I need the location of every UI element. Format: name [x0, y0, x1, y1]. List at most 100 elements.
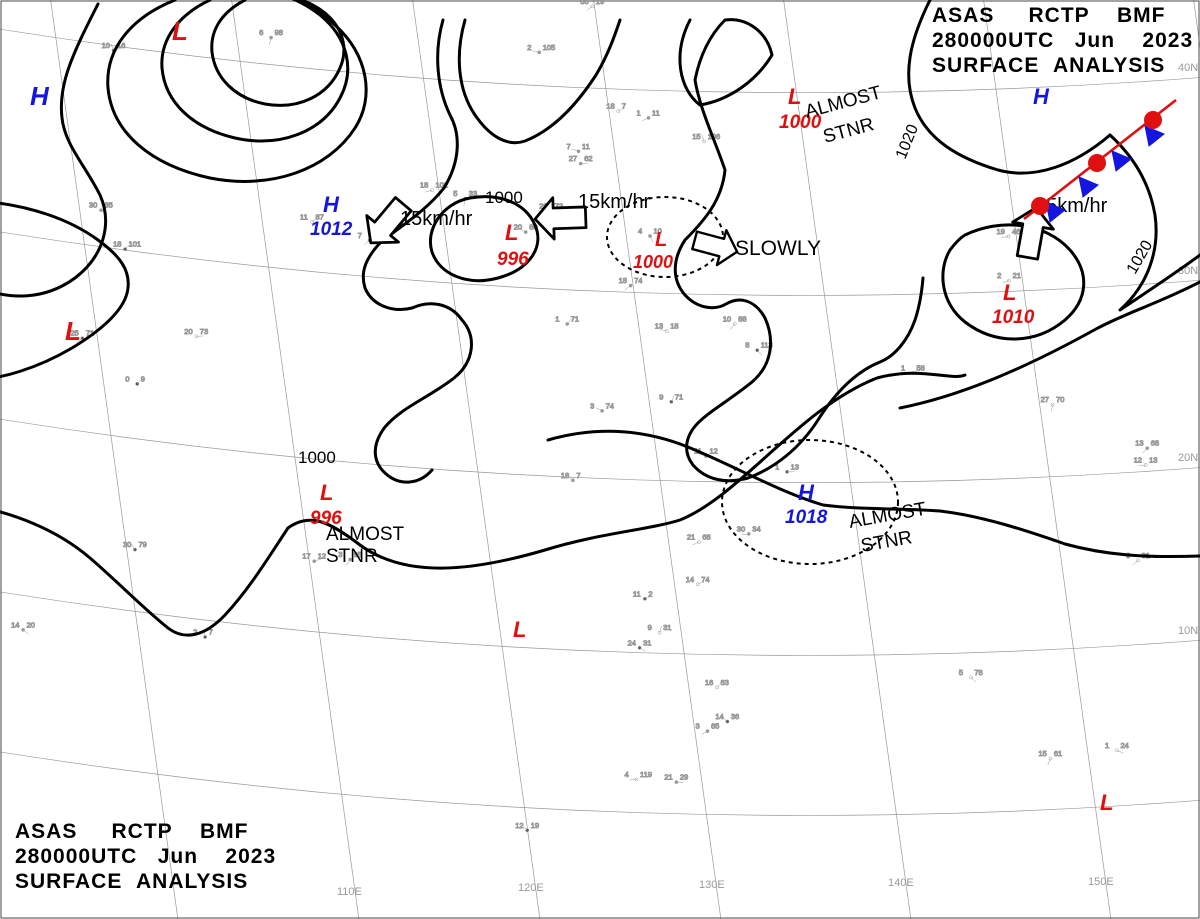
- svg-text:130E: 130E: [699, 879, 725, 891]
- svg-text:1: 1: [1105, 741, 1109, 750]
- svg-text:ASAS RCTP BMF: ASAS RCTP BMF: [15, 820, 249, 843]
- svg-text:2: 2: [527, 43, 531, 52]
- svg-text:14: 14: [715, 712, 723, 721]
- svg-text:101: 101: [129, 240, 142, 249]
- svg-text:1: 1: [901, 364, 905, 373]
- svg-text:20: 20: [184, 327, 192, 336]
- svg-text:9: 9: [141, 374, 145, 383]
- svg-text:19: 19: [596, 0, 604, 6]
- svg-text:30: 30: [580, 0, 588, 6]
- svg-text:17: 17: [302, 552, 310, 561]
- svg-text:12: 12: [1134, 456, 1142, 465]
- svg-text:14: 14: [686, 575, 694, 584]
- svg-text:1000: 1000: [298, 448, 336, 467]
- svg-text:SURFACE ANALYSIS: SURFACE ANALYSIS: [15, 870, 248, 893]
- svg-text:62: 62: [584, 154, 592, 163]
- svg-text:11: 11: [652, 108, 660, 117]
- svg-text:20N: 20N: [1178, 452, 1198, 464]
- svg-text:13: 13: [1135, 439, 1143, 448]
- svg-text:30: 30: [737, 524, 745, 533]
- svg-text:110E: 110E: [337, 886, 362, 898]
- svg-text:12: 12: [318, 552, 326, 561]
- svg-text:18: 18: [420, 181, 428, 190]
- svg-text:SURFACE ANALYSIS: SURFACE ANALYSIS: [932, 54, 1165, 77]
- svg-text:5: 5: [959, 668, 963, 677]
- svg-text:46: 46: [1012, 227, 1020, 236]
- svg-text:15: 15: [1038, 749, 1046, 758]
- svg-text:78: 78: [974, 668, 982, 677]
- svg-text:20: 20: [27, 620, 35, 629]
- svg-text:30: 30: [123, 540, 131, 549]
- svg-text:13: 13: [1149, 456, 1157, 465]
- svg-text:18: 18: [561, 471, 569, 480]
- svg-text:SLOWLY: SLOWLY: [735, 237, 821, 260]
- svg-text:18: 18: [606, 102, 614, 111]
- svg-text:61: 61: [1054, 749, 1062, 758]
- svg-text:58: 58: [917, 364, 925, 373]
- svg-text:2: 2: [997, 271, 1001, 280]
- svg-text:15km/hr: 15km/hr: [578, 191, 651, 213]
- svg-text:0: 0: [125, 374, 129, 383]
- svg-text:L: L: [172, 16, 188, 46]
- svg-text:27: 27: [1041, 395, 1049, 404]
- svg-text:L: L: [513, 617, 526, 642]
- svg-text:27: 27: [569, 154, 577, 163]
- svg-text:71: 71: [571, 315, 579, 324]
- svg-text:140E: 140E: [888, 877, 914, 889]
- svg-text:31: 31: [663, 623, 671, 632]
- svg-text:H: H: [798, 480, 815, 505]
- svg-text:L: L: [788, 84, 801, 109]
- svg-text:10N: 10N: [1178, 625, 1198, 637]
- svg-text:105: 105: [543, 43, 556, 52]
- svg-text:21: 21: [664, 773, 672, 782]
- svg-text:ALMOST: ALMOST: [326, 524, 405, 545]
- svg-text:8: 8: [745, 341, 749, 350]
- svg-text:1000: 1000: [633, 252, 673, 272]
- svg-text:24: 24: [1121, 741, 1129, 750]
- svg-text:L: L: [655, 229, 667, 251]
- svg-text:1000: 1000: [485, 188, 523, 207]
- svg-text:STNR: STNR: [326, 546, 378, 567]
- svg-text:16: 16: [705, 678, 713, 687]
- svg-text:4: 4: [638, 227, 642, 236]
- svg-text:40N: 40N: [1178, 62, 1198, 74]
- svg-text:19: 19: [531, 821, 539, 830]
- svg-text:11: 11: [300, 213, 308, 222]
- svg-text:12: 12: [710, 447, 718, 456]
- svg-text:15km/hr: 15km/hr: [400, 208, 473, 230]
- svg-text:14: 14: [11, 620, 19, 629]
- svg-text:71: 71: [675, 392, 683, 401]
- svg-text:280000UTC Jun 2023: 280000UTC Jun 2023: [932, 29, 1193, 52]
- svg-text:15: 15: [692, 132, 700, 141]
- svg-text:3: 3: [590, 401, 594, 410]
- svg-text:74: 74: [634, 276, 642, 285]
- svg-text:1010: 1010: [992, 307, 1035, 328]
- svg-text:65: 65: [711, 722, 719, 731]
- svg-text:L: L: [1003, 280, 1016, 305]
- svg-text:3: 3: [696, 722, 700, 731]
- svg-text:9: 9: [648, 623, 652, 632]
- svg-text:98: 98: [275, 28, 283, 37]
- svg-text:70: 70: [1056, 395, 1064, 404]
- svg-text:996: 996: [497, 249, 529, 270]
- svg-text:10: 10: [723, 314, 731, 323]
- svg-text:24: 24: [628, 638, 636, 647]
- svg-text:30: 30: [89, 201, 97, 210]
- svg-text:19: 19: [997, 227, 1005, 236]
- svg-text:18: 18: [113, 240, 121, 249]
- svg-text:88: 88: [738, 314, 746, 323]
- svg-text:21: 21: [1013, 271, 1021, 280]
- svg-text:18: 18: [670, 322, 678, 331]
- svg-text:H: H: [323, 192, 340, 217]
- svg-text:12: 12: [515, 821, 523, 830]
- svg-text:H: H: [1033, 84, 1050, 109]
- svg-text:34: 34: [752, 524, 760, 533]
- svg-text:1: 1: [555, 315, 559, 324]
- svg-text:L: L: [65, 316, 81, 346]
- svg-text:31: 31: [643, 638, 651, 647]
- svg-text:10: 10: [102, 41, 110, 50]
- svg-text:1012: 1012: [310, 219, 353, 240]
- svg-text:9: 9: [659, 392, 663, 401]
- svg-text:79: 79: [139, 540, 147, 549]
- svg-text:11: 11: [582, 142, 590, 151]
